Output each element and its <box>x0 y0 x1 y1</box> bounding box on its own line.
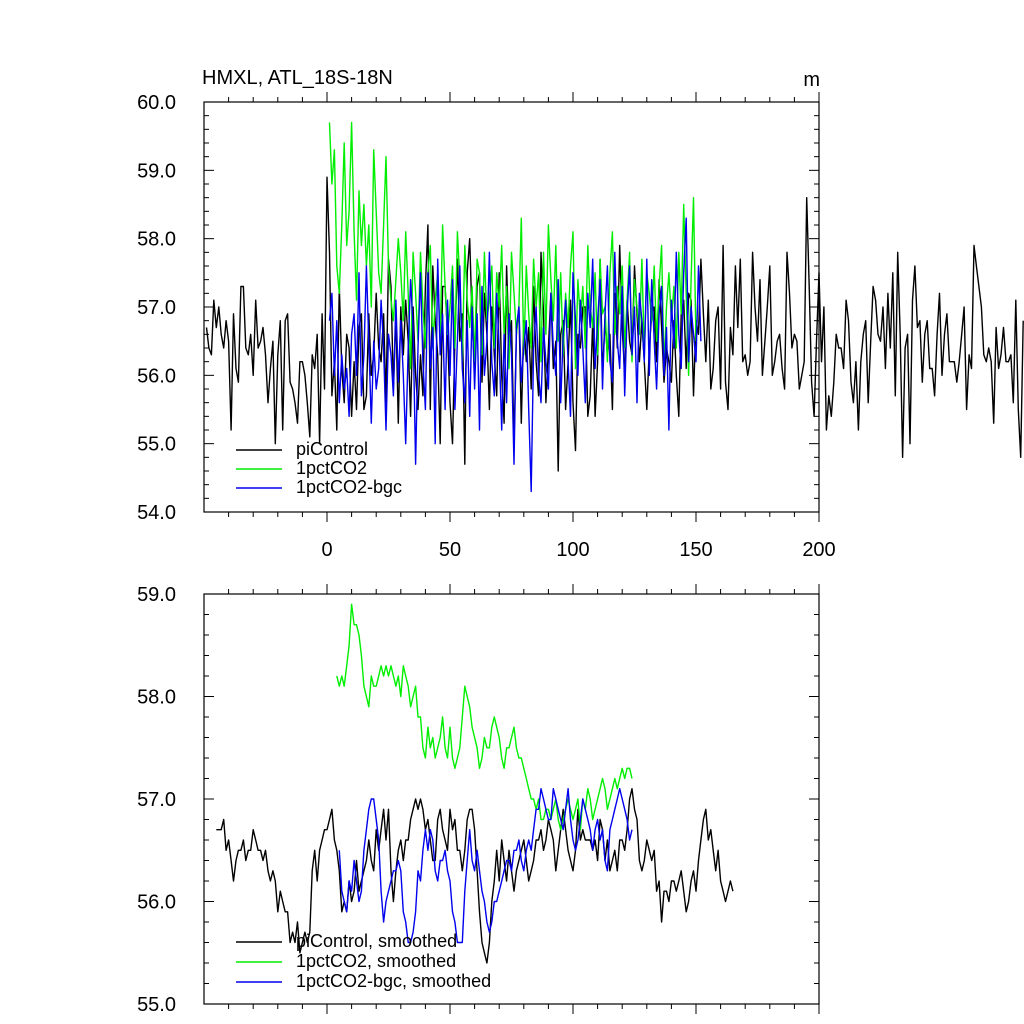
legend-label-1pctco2-bgc: 1pctCO2-bgc <box>296 477 402 497</box>
y-tick-label: 60.0 <box>137 92 176 114</box>
y-tick-label: 59.0 <box>137 584 176 606</box>
series-line-1pctco2-bgc <box>328 217 702 493</box>
legend-label-1pctco2-bgc-smoothed: 1pctCO2-bgc, smoothed <box>296 971 491 991</box>
legend-label-picontrol-smoothed: piControl, smoothed <box>296 931 457 951</box>
legend-label-1pctco2-smoothed: 1pctCO2, smoothed <box>296 951 456 971</box>
legend-label-picontrol: piControl <box>296 439 368 459</box>
units-label: m <box>803 69 820 91</box>
bottom-panel: 55.0 56.0 57.0 58.0 59.0 piControl, smoothed… <box>137 584 820 1016</box>
x-tick-label: 0 <box>321 539 332 561</box>
y-tick-label: 55.0 <box>137 994 176 1016</box>
series-line-1pctco2-smoothed <box>336 603 633 831</box>
x-tick-label: 150 <box>679 539 712 561</box>
axis-ticks: 55.0 56.0 57.0 58.0 59.0 <box>137 584 820 1016</box>
series-line-1pctco2-bgc-smoothed <box>338 788 633 944</box>
y-tick-label: 56.0 <box>137 892 176 914</box>
series-lines <box>205 121 1024 493</box>
legend-label-1pctco2: 1pctCO2 <box>296 458 367 478</box>
y-tick-label: 57.0 <box>137 789 176 811</box>
legend: piControl 1pctCO2 1pctCO2-bgc <box>236 439 402 497</box>
y-tick-label: 54.0 <box>137 502 176 524</box>
series-line-picontrol <box>205 176 1024 472</box>
y-tick-label: 55.0 <box>137 434 176 456</box>
y-tick-label: 56.0 <box>137 365 176 387</box>
y-tick-label: 59.0 <box>137 160 176 182</box>
y-tick-label: 58.0 <box>137 687 176 709</box>
chart-title: HMXL, ATL_18S-18N <box>202 67 393 89</box>
x-tick-label: 100 <box>556 539 589 561</box>
x-tick-label: 200 <box>802 539 835 561</box>
series-line-1pctco2 <box>328 121 697 376</box>
series-lines <box>216 603 734 964</box>
series-line-picontrol-smoothed <box>216 788 734 964</box>
axis-ticks: 54.0 55.0 56.0 57.0 58.0 59.0 60.0 0 50 100 150 200 <box>137 92 836 561</box>
legend: piControl, smoothed 1pctCO2, smoothed 1p… <box>236 931 491 991</box>
x-tick-label: 50 <box>439 539 461 561</box>
top-panel: HMXL, ATL_18S-18N m 54.0 55.0 56.0 57.0 58.0… <box>137 67 1024 561</box>
y-tick-label: 57.0 <box>137 297 176 319</box>
y-tick-label: 58.0 <box>137 229 176 251</box>
